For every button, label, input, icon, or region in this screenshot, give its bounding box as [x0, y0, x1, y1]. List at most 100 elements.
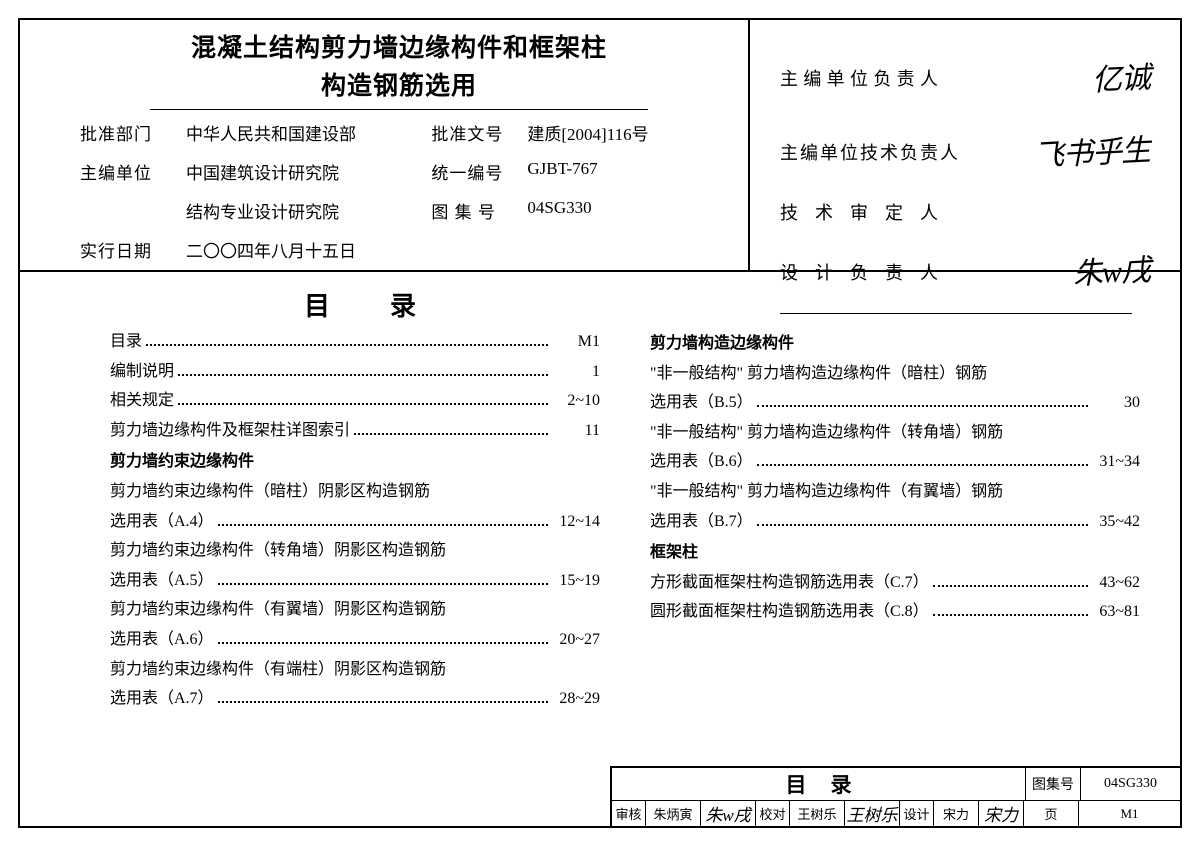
toc-entry-text: 剪力墙边缘构件及框架柱详图索引 [110, 416, 350, 446]
toc-entry-page: 20~27 [552, 625, 600, 655]
stamp-c7: 设计 [900, 801, 934, 826]
toc-leader-dots [933, 571, 1088, 587]
stamp-atlas-label: 图集号 [1025, 768, 1080, 800]
approval-dept-label: 批准部门 [80, 120, 180, 145]
toc-entry-text: "非一般结构" 剪力墙构造边缘构件（转角墙）钢筋 [650, 418, 1003, 448]
toc-entry: 相关规定 2~10 [110, 386, 600, 416]
header-row: 混凝土结构剪力墙边缘构件和框架柱 构造钢筋选用 批准部门 中华人民共和国建设部 … [20, 20, 1180, 272]
stamp-title: 目录 [612, 768, 1025, 800]
sig-row-3: 技 术 审 定 人 [780, 192, 1150, 235]
editor-org-line2: 结构专业设计研究院 [186, 198, 425, 223]
toc-entry: 方形截面框架柱构造钢筋选用表（C.7）43~62 [650, 568, 1140, 598]
toc-entry: 剪力墙边缘构件及框架柱详图索引 11 [110, 416, 600, 446]
toc-entry-text: 相关规定 [110, 386, 174, 416]
stamp-c2: 朱炳寅 [646, 801, 701, 826]
title-underline [150, 109, 648, 110]
stamp-c6-signature: 王树乐 [845, 801, 900, 826]
toc-entry-page: 15~19 [552, 566, 600, 596]
stamp-c1: 审核 [612, 801, 646, 826]
toc-entry-continuation: "非一般结构" 剪力墙构造边缘构件（暗柱）钢筋 [650, 359, 1140, 389]
toc-leader-dots [178, 389, 548, 405]
sig3-label: 技 术 审 定 人 [780, 192, 940, 235]
toc-leader-dots [354, 419, 548, 435]
toc-entry-text: 圆形截面框架柱构造钢筋选用表（C.8） [650, 597, 929, 627]
toc-right-column: 剪力墙构造边缘构件"非一般结构" 剪力墙构造边缘构件（暗柱）钢筋选用表（B.5）… [650, 327, 1140, 826]
approval-doc: 建质[2004]116号 [527, 120, 718, 145]
toc-entry-continuation: "非一般结构" 剪力墙构造边缘构件（有翼墙）钢筋 [650, 477, 1140, 507]
unified-no-label: 统一编号 [431, 159, 521, 184]
effective-date-label: 实行日期 [80, 237, 180, 262]
toc-leader-dots [178, 360, 548, 376]
toc-entry: 选用表（A.5） 15~19 [110, 566, 600, 596]
stamp-c5: 王树乐 [790, 801, 845, 826]
toc-entry: 选用表（B.5） 30 [650, 388, 1140, 418]
toc-entry-text: 剪力墙约束边缘构件（有端柱）阴影区构造钢筋 [110, 655, 446, 685]
toc-entry: 目录M1 [110, 327, 600, 357]
toc-leader-dots [218, 687, 548, 703]
approval-dept: 中华人民共和国建设部 [186, 120, 425, 145]
toc-entry-text: "非一般结构" 剪力墙构造边缘构件（暗柱）钢筋 [650, 359, 987, 389]
sig1-label: 主编单位负责人 [780, 58, 940, 101]
toc-entry-continuation: 剪力墙约束边缘构件（暗柱）阴影区构造钢筋 [110, 477, 600, 507]
toc-leader-dots [146, 330, 548, 346]
toc-entry-text: 剪力墙约束边缘构件（暗柱）阴影区构造钢筋 [110, 477, 430, 507]
toc-entry-text: 剪力墙约束边缘构件（有翼墙）阴影区构造钢筋 [110, 595, 446, 625]
toc-entry-text: 选用表（A.4） [110, 507, 214, 537]
document-frame: 混凝土结构剪力墙边缘构件和框架柱 构造钢筋选用 批准部门 中华人民共和国建设部 … [18, 18, 1182, 828]
stamp-c8: 宋力 [934, 801, 979, 826]
sig1-signature: 亿诚 [1090, 43, 1152, 118]
effective-date: 二〇〇四年八月十五日 [186, 237, 425, 262]
toc-leader-dots [757, 510, 1088, 526]
toc-leader-dots [757, 450, 1088, 466]
toc-leader-dots [757, 391, 1088, 407]
atlas-no-label: 图 集 号 [431, 198, 521, 223]
stamp-c11: M1 [1079, 801, 1180, 826]
footer-stamp: 目录 图集号 04SG330 审核 朱炳寅 朱w戌 校对 王树乐 王树乐 设计 … [610, 766, 1180, 826]
toc-heading: 框架柱 [650, 538, 1140, 568]
toc-entry: 选用表（A.4） 12~14 [110, 507, 600, 537]
signature-block: 主编单位负责人 亿诚 主编单位技术负责人 飞书乎生 技 术 审 定 人 设 计 … [750, 20, 1180, 270]
toc-columns: 目录M1编制说明1相关规定2~10剪力墙边缘构件及框架柱详图索引11剪力墙约束边… [20, 327, 1180, 826]
toc-entry: 圆形截面框架柱构造钢筋选用表（C.8） 63~81 [650, 597, 1140, 627]
toc-entry-text: 选用表（B.5） [650, 388, 753, 418]
stamp-c3-signature: 朱w戌 [701, 801, 756, 826]
toc-leader-dots [218, 628, 548, 644]
sig2-label: 主编单位技术负责人 [780, 132, 960, 175]
toc-entry-page: 2~10 [552, 386, 600, 416]
editor-org-line1: 中国建筑设计研究院 [186, 159, 425, 184]
toc-entry: 选用表（A.6） 20~27 [110, 625, 600, 655]
meta-grid: 批准部门 中华人民共和国建设部 批准文号 建质[2004]116号 主编单位 中… [80, 120, 718, 262]
toc-entry-page: 63~81 [1092, 597, 1140, 627]
toc-entry-text: 目录 [110, 327, 142, 357]
toc-entry-page: 11 [552, 416, 600, 446]
toc-heading: 剪力墙构造边缘构件 [650, 329, 1140, 359]
toc-entry-continuation: "非一般结构" 剪力墙构造边缘构件（转角墙）钢筋 [650, 418, 1140, 448]
toc-title: 目录 [0, 272, 1180, 327]
toc-entry-page: 28~29 [552, 684, 600, 714]
unified-no: GJBT-767 [527, 159, 718, 179]
main-title: 混凝土结构剪力墙边缘构件和框架柱 构造钢筋选用 [80, 30, 718, 105]
atlas-no: 04SG330 [527, 198, 718, 218]
title-line2: 构造钢筋选用 [321, 73, 477, 100]
toc-entry: 选用表（B.6） 31~34 [650, 447, 1140, 477]
toc-entry-text: 选用表（A.5） [110, 566, 214, 596]
toc-entry-page: 30 [1092, 388, 1140, 418]
editor-org-label: 主编单位 [80, 159, 180, 184]
toc-heading: 剪力墙约束边缘构件 [110, 447, 600, 477]
toc-entry-continuation: 剪力墙约束边缘构件（有端柱）阴影区构造钢筋 [110, 655, 600, 685]
toc-entry-text: 编制说明 [110, 357, 174, 387]
toc-entry-page: 31~34 [1092, 447, 1140, 477]
sig2-signature: 飞书乎生 [1032, 115, 1152, 193]
toc-entry-text: "非一般结构" 剪力墙构造边缘构件（有翼墙）钢筋 [650, 477, 1003, 507]
toc-entry-text: 选用表（A.6） [110, 625, 214, 655]
toc-left-column: 目录M1编制说明1相关规定2~10剪力墙边缘构件及框架柱详图索引11剪力墙约束边… [110, 327, 600, 826]
stamp-c4: 校对 [756, 801, 790, 826]
toc-entry: 选用表（B.7）35~42 [650, 507, 1140, 537]
stamp-row-1: 目录 图集号 04SG330 [610, 766, 1180, 800]
toc-entry-text: 选用表（B.6） [650, 447, 753, 477]
toc-entry: 编制说明1 [110, 357, 600, 387]
toc-entry-page: 12~14 [552, 507, 600, 537]
stamp-atlas-value: 04SG330 [1080, 768, 1180, 800]
title-block: 混凝土结构剪力墙边缘构件和框架柱 构造钢筋选用 批准部门 中华人民共和国建设部 … [20, 20, 750, 270]
toc-entry: 选用表（A.7）28~29 [110, 684, 600, 714]
